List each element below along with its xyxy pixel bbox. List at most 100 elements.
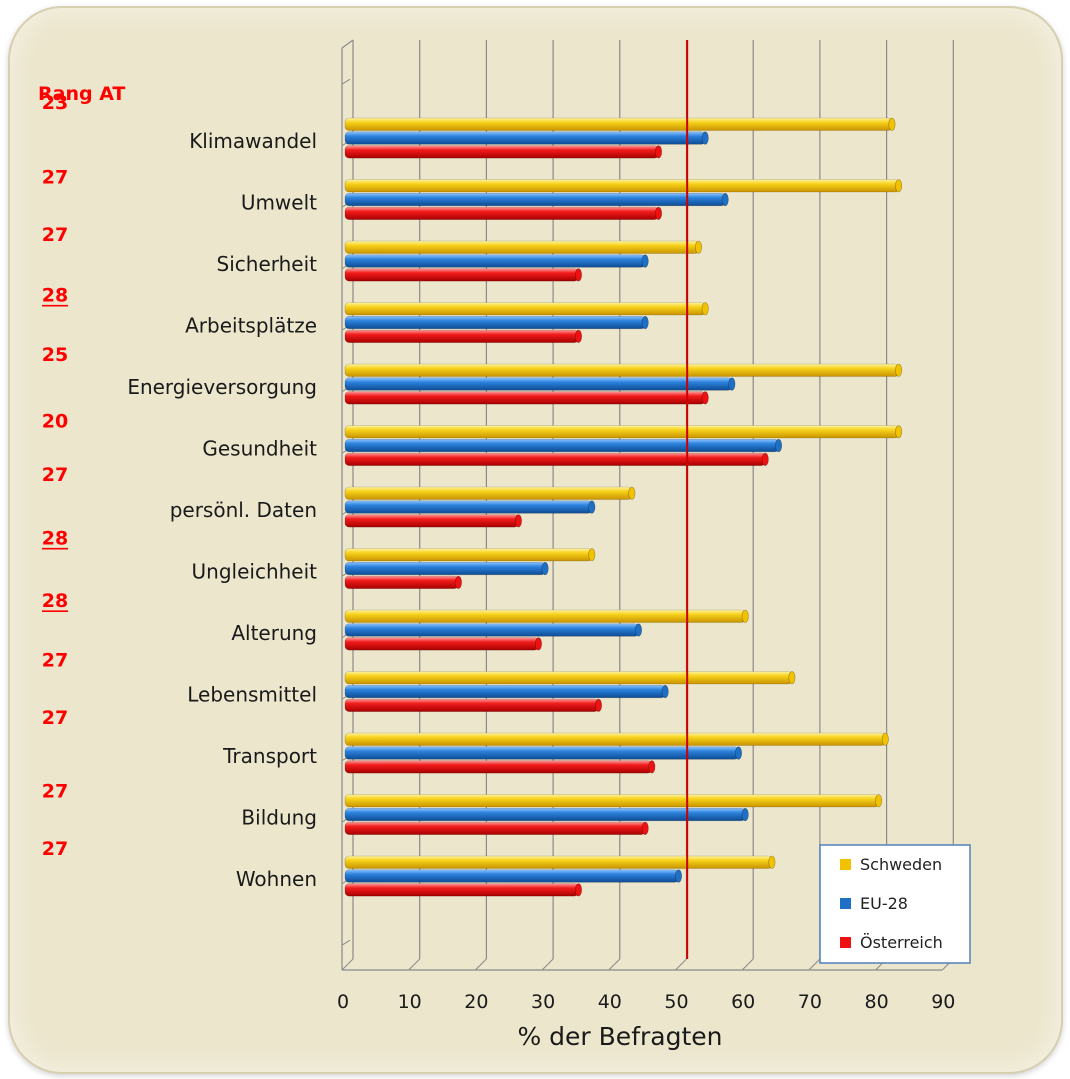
bar-cap (454, 575, 462, 589)
bar-body (344, 855, 773, 869)
bar-body (344, 609, 746, 623)
category-label: Gesundheit (202, 437, 317, 461)
floor-tick (475, 958, 487, 971)
bar-body (344, 391, 706, 405)
bar--sterreich (344, 514, 522, 528)
bar-cap (654, 145, 662, 159)
bar-cap (881, 732, 889, 746)
x-tick-label: 70 (798, 991, 822, 1013)
bar-eu-28 (344, 377, 736, 391)
bar-body (344, 452, 766, 466)
bar-body (344, 486, 633, 500)
bar-cap (895, 425, 903, 439)
legend: Schweden EU-28 Österreich (819, 844, 971, 964)
bar-eu-28 (344, 746, 743, 760)
rank-value: 27 (42, 781, 68, 803)
bar-eu-28 (344, 623, 642, 637)
bar-cap (735, 746, 743, 760)
bar-body (344, 732, 886, 746)
bar-cap (654, 206, 662, 220)
x-tick-label: 0 (337, 991, 349, 1013)
bar-cap (895, 363, 903, 377)
bar--sterreich (344, 575, 462, 589)
legend-swatch (840, 898, 851, 909)
bar-body (344, 193, 726, 207)
bar--sterreich (344, 637, 542, 651)
bar-body (344, 794, 879, 808)
bar-cap (701, 391, 709, 405)
bar-cap (741, 807, 749, 822)
bar-eu-28 (344, 561, 549, 576)
bar-eu-28 (344, 807, 749, 822)
x-tick-label: 80 (865, 991, 889, 1013)
category-label: Umwelt (241, 191, 317, 215)
bar-schweden (344, 117, 896, 131)
bar-schweden (344, 609, 749, 623)
bar-cap (728, 377, 736, 391)
bar-schweden (344, 548, 596, 562)
x-tick-label: 40 (598, 991, 622, 1013)
bar-cap (574, 883, 582, 897)
bar-schweden (344, 671, 796, 685)
rank-value: 27 (42, 707, 68, 729)
bar-schweden (344, 486, 636, 500)
bar-body (344, 438, 779, 453)
bar--sterreich (344, 329, 582, 343)
bar-cap (768, 855, 776, 869)
y-tick (341, 939, 351, 946)
bar-cap (541, 561, 549, 576)
bar-cap (875, 794, 883, 808)
bar-body (344, 883, 579, 897)
bar-cap (674, 869, 682, 883)
bar-eu-28 (344, 315, 649, 330)
legend-label: Schweden (860, 855, 942, 874)
category-label: Lebensmittel (187, 683, 317, 707)
floor-tick (675, 958, 687, 971)
bar-cap (775, 438, 783, 453)
bar-cap (641, 821, 649, 835)
bar-body (344, 514, 519, 528)
bar-body (344, 760, 653, 774)
rank-value: 28 (42, 285, 68, 307)
bar-schweden (344, 363, 903, 377)
floor-tick (608, 958, 621, 971)
bar-body (344, 561, 546, 576)
bar-eu-28 (344, 193, 729, 207)
bar-cap (701, 131, 709, 145)
category-label: Transport (222, 744, 317, 768)
category-label: Klimawandel (189, 129, 317, 153)
bar-body (344, 869, 679, 883)
rank-value: 27 (42, 224, 68, 246)
bar-schweden (344, 302, 709, 316)
floor-tick (408, 958, 421, 971)
bar-eu-28 (344, 438, 783, 453)
bar-body (344, 329, 579, 343)
category-label: Wohnen (236, 867, 317, 891)
bar-cap (721, 193, 729, 207)
category-label: Energieversorgung (127, 375, 317, 399)
floor-tick (741, 958, 754, 971)
bar-cap (888, 117, 896, 131)
rank-value: 27 (42, 167, 68, 189)
bar-cap (761, 452, 769, 466)
bar-schweden (344, 855, 776, 869)
bar-body (344, 206, 659, 220)
category-label: Sicherheit (217, 252, 318, 276)
bar-cap (895, 179, 903, 193)
bar-cap (588, 500, 596, 514)
bar-cap (514, 514, 522, 528)
category-label: Bildung (241, 806, 317, 830)
bar-body (344, 746, 739, 760)
floor-tick (341, 958, 354, 971)
bar-schweden (344, 794, 883, 808)
x-tick-label: 50 (664, 991, 688, 1013)
bar--sterreich (344, 821, 649, 835)
bar-schweden (344, 425, 903, 439)
bar-cap (701, 302, 709, 316)
bar-cap (788, 671, 796, 685)
rank-value: 27 (42, 650, 68, 672)
bar-eu-28 (344, 131, 709, 145)
bar-body (344, 623, 639, 637)
rank-value: 23 (42, 92, 68, 114)
bar-cap (695, 240, 703, 254)
